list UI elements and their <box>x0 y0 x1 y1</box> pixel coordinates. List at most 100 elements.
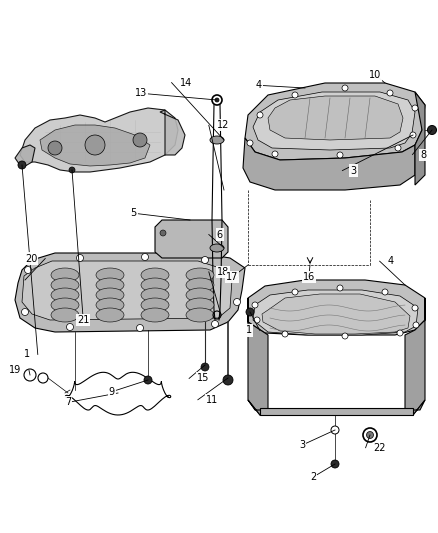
Circle shape <box>233 298 240 305</box>
Circle shape <box>201 256 208 263</box>
Text: 4: 4 <box>255 80 261 90</box>
Polygon shape <box>40 125 150 166</box>
Circle shape <box>282 331 288 337</box>
Polygon shape <box>243 138 415 190</box>
Text: 1: 1 <box>24 350 30 359</box>
Circle shape <box>67 324 74 330</box>
Circle shape <box>25 266 32 273</box>
Circle shape <box>337 285 343 291</box>
Circle shape <box>217 230 223 236</box>
Ellipse shape <box>210 136 224 144</box>
Circle shape <box>397 330 403 336</box>
Ellipse shape <box>186 268 214 282</box>
Circle shape <box>247 140 253 146</box>
Text: 16: 16 <box>303 272 315 282</box>
Circle shape <box>232 271 239 279</box>
Circle shape <box>272 151 278 157</box>
Ellipse shape <box>51 298 79 312</box>
Polygon shape <box>22 261 232 320</box>
Circle shape <box>337 152 343 158</box>
Circle shape <box>292 92 298 98</box>
Polygon shape <box>155 220 228 258</box>
Ellipse shape <box>141 298 169 312</box>
Circle shape <box>69 167 75 173</box>
Ellipse shape <box>96 308 124 322</box>
Polygon shape <box>15 145 35 168</box>
Circle shape <box>223 375 233 385</box>
Text: 1: 1 <box>246 326 252 335</box>
Circle shape <box>382 289 388 295</box>
Polygon shape <box>248 400 425 415</box>
Ellipse shape <box>141 278 169 292</box>
Circle shape <box>331 426 339 434</box>
Polygon shape <box>262 294 410 334</box>
Polygon shape <box>248 280 425 335</box>
Polygon shape <box>15 253 245 332</box>
Circle shape <box>395 145 401 151</box>
Text: 13: 13 <box>135 88 147 98</box>
Polygon shape <box>405 298 425 415</box>
Circle shape <box>144 376 152 384</box>
Circle shape <box>367 432 374 439</box>
Circle shape <box>342 85 348 91</box>
Circle shape <box>137 325 144 332</box>
Circle shape <box>21 309 28 316</box>
Circle shape <box>363 428 377 442</box>
Text: 11: 11 <box>206 395 218 405</box>
Ellipse shape <box>96 288 124 302</box>
Text: 6: 6 <box>217 230 223 239</box>
Ellipse shape <box>186 308 214 322</box>
Text: 19: 19 <box>9 366 21 375</box>
Text: 20: 20 <box>25 254 37 263</box>
Ellipse shape <box>96 298 124 312</box>
Circle shape <box>412 105 418 111</box>
Text: 14: 14 <box>180 78 192 87</box>
Ellipse shape <box>186 298 214 312</box>
Circle shape <box>412 305 418 311</box>
Ellipse shape <box>210 244 224 252</box>
Circle shape <box>212 320 219 327</box>
Text: 17: 17 <box>226 272 238 282</box>
Circle shape <box>85 135 105 155</box>
Text: 9: 9 <box>109 387 115 397</box>
Circle shape <box>252 302 258 308</box>
Polygon shape <box>245 83 425 160</box>
Ellipse shape <box>51 278 79 292</box>
Polygon shape <box>268 96 403 140</box>
Ellipse shape <box>141 268 169 282</box>
Ellipse shape <box>141 308 169 322</box>
Circle shape <box>18 161 26 169</box>
Circle shape <box>427 125 437 134</box>
Ellipse shape <box>51 288 79 302</box>
Polygon shape <box>20 108 178 172</box>
Polygon shape <box>160 110 185 155</box>
Polygon shape <box>253 290 418 335</box>
Text: 7: 7 <box>65 398 71 407</box>
Text: 10: 10 <box>369 70 381 79</box>
Ellipse shape <box>141 288 169 302</box>
Circle shape <box>215 98 219 102</box>
Ellipse shape <box>186 288 214 302</box>
Text: 8: 8 <box>420 150 427 159</box>
Polygon shape <box>415 92 425 185</box>
Polygon shape <box>260 408 413 415</box>
Circle shape <box>257 112 263 118</box>
Ellipse shape <box>51 268 79 282</box>
Circle shape <box>201 363 209 371</box>
Text: 15: 15 <box>197 374 209 383</box>
Circle shape <box>160 230 166 236</box>
Circle shape <box>410 132 416 138</box>
Circle shape <box>141 254 148 261</box>
Circle shape <box>292 289 298 295</box>
Circle shape <box>246 308 254 316</box>
Circle shape <box>413 322 419 328</box>
Text: 5: 5 <box>131 208 137 218</box>
Circle shape <box>77 254 84 262</box>
Text: 2: 2 <box>310 472 316 482</box>
Circle shape <box>331 460 339 468</box>
Text: 4: 4 <box>388 256 394 266</box>
Ellipse shape <box>186 278 214 292</box>
Text: 3: 3 <box>299 440 305 450</box>
Circle shape <box>342 333 348 339</box>
Circle shape <box>133 133 147 147</box>
